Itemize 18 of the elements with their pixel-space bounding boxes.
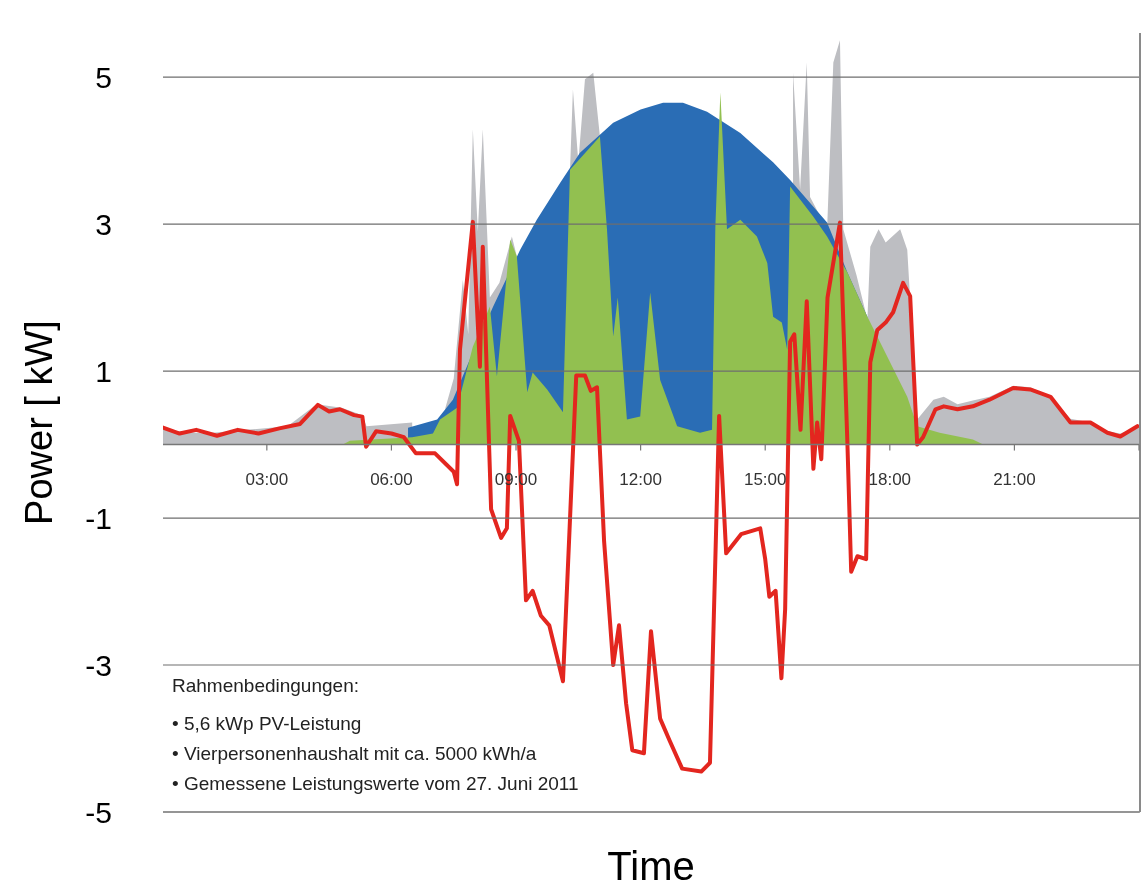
x-axis-title: Time <box>607 844 695 888</box>
x-tick-label: 21:00 <box>993 469 1036 489</box>
x-tick-label: 03:00 <box>245 469 289 489</box>
y-tick-label: 3 <box>95 207 112 241</box>
annotation: • Gemessene Leistungswerte vom 27. Juni 2011 <box>172 773 579 794</box>
y-tick-label: 5 <box>95 60 112 94</box>
line-series <box>163 219 1139 774</box>
y-tick-label: -1 <box>85 501 112 535</box>
y-tick-label: 1 <box>95 354 112 388</box>
annotation: • Vierpersonenhaushalt mit ca. 5000 kWh/a <box>172 743 537 764</box>
y-tick-label: -5 <box>85 795 112 829</box>
y-axis-title: Power [ kW] <box>18 320 60 525</box>
y-tick-label: -3 <box>85 648 112 682</box>
x-tick-label: 15:00 <box>743 469 787 489</box>
annotation: • 5,6 kWp PV-Leistung <box>172 713 362 734</box>
annotation: Rahmenbedingungen: <box>172 675 359 696</box>
x-tick-label: 12:00 <box>619 469 662 489</box>
x-tick-label: 06:00 <box>370 469 413 489</box>
